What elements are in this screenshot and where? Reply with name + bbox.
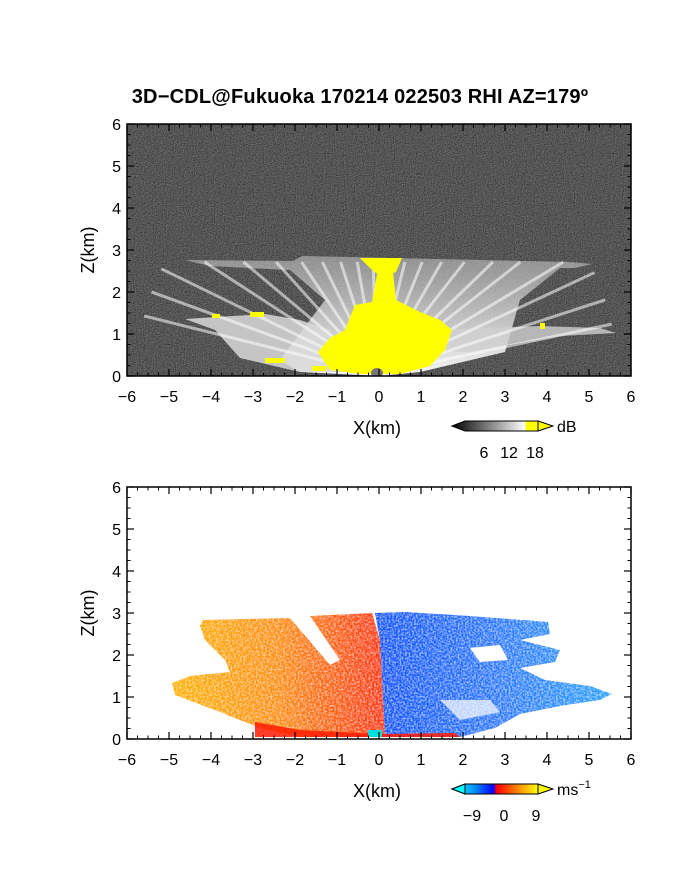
velocity-field [127, 487, 631, 739]
strong-echo-spot [250, 312, 264, 317]
y-tick-label: 6 [112, 117, 121, 134]
y-tick-label: 1 [112, 690, 121, 707]
x-tick-label: 1 [417, 752, 426, 769]
colorbar-unit: dB [557, 419, 577, 436]
x-tick-label: 6 [627, 389, 636, 406]
x-tick-label: 4 [543, 389, 552, 406]
velocity-panel: −6 −5 −4 −3 −2 −1 0 1 2 3 4 5 6 0 1 2 3 4 5 6 X(km) Z(km) m… [78, 480, 636, 825]
y-tick-label: 0 [112, 732, 121, 749]
x-tick-label: −2 [286, 752, 304, 769]
y-tick-label: 3 [112, 243, 121, 260]
y-tick-label: 4 [112, 201, 121, 218]
x-tick-label: 2 [459, 389, 468, 406]
x-tick-label: −6 [118, 389, 136, 406]
colorbar-tick: 18 [526, 445, 544, 462]
y-tick-label: 2 [112, 285, 121, 302]
strong-echo-spots-top [360, 258, 402, 278]
velocity-ticks: −6 −5 −4 −3 −2 −1 0 1 2 3 4 5 6 0 1 2 3 4 5 6 [112, 480, 635, 769]
colorbar-tick: −9 [463, 808, 481, 825]
x-tick-label: 4 [543, 752, 552, 769]
velocity-colorbar: ms−1 −9 0 9 [450, 779, 591, 825]
y-tick-label: 0 [112, 369, 121, 386]
y-tick-label: 5 [112, 159, 121, 176]
velocity-speckle [127, 487, 631, 739]
x-tick-label: 5 [585, 389, 594, 406]
colorbar-tick: 6 [480, 445, 489, 462]
x-tick-label: 0 [375, 389, 384, 406]
strong-echo-spot [540, 323, 545, 329]
x-tick-label: −3 [244, 752, 262, 769]
reflectivity-ticks: −6 −5 −4 −3 −2 −1 0 1 2 3 4 5 6 0 1 2 3 4 5 6 [112, 117, 635, 406]
strong-echo-spot [265, 358, 285, 363]
y-tick-label: 5 [112, 522, 121, 539]
x-tick-label: 0 [375, 752, 384, 769]
x-tick-label: −6 [118, 752, 136, 769]
x-tick-label: 3 [501, 389, 510, 406]
figure-title: 3D−CDL@Fukuoka 170214 022503 RHI AZ=179º [131, 86, 589, 108]
strong-echo-spot [312, 366, 326, 371]
strong-echo-core [318, 258, 452, 374]
x-tick-label: 5 [585, 752, 594, 769]
velocity-ylabel: Z(km) [78, 590, 98, 637]
reflectivity-field [127, 124, 631, 376]
x-tick-label: 2 [459, 752, 468, 769]
x-tick-label: 1 [417, 389, 426, 406]
x-tick-label: −2 [286, 389, 304, 406]
velocity-near-ground-band [255, 722, 460, 737]
x-tick-label: −5 [160, 389, 178, 406]
strong-echo-spot [212, 314, 220, 318]
y-tick-label: 3 [112, 606, 121, 623]
reflectivity-xlabel: X(km) [353, 418, 401, 438]
radar-site-marker [371, 368, 383, 376]
reflectivity-colorbar: dB 6 12 18 [450, 419, 577, 462]
x-tick-label: −4 [202, 389, 220, 406]
colorbar-tick: 9 [532, 808, 541, 825]
x-tick-label: 3 [501, 752, 510, 769]
x-tick-label: −5 [160, 752, 178, 769]
velocity-xlabel: X(km) [353, 781, 401, 801]
y-tick-label: 2 [112, 648, 121, 665]
x-tick-label: −3 [244, 389, 262, 406]
x-tick-label: −1 [328, 752, 346, 769]
y-tick-label: 1 [112, 327, 121, 344]
colorbar-tick: 12 [500, 445, 518, 462]
reflectivity-ylabel: Z(km) [78, 227, 98, 274]
x-tick-label: −4 [202, 752, 220, 769]
x-tick-label: −1 [328, 389, 346, 406]
velocity-site-marker [368, 730, 382, 737]
y-tick-label: 6 [112, 480, 121, 497]
y-tick-label: 4 [112, 564, 121, 581]
colorbar-unit: ms−1 [557, 779, 591, 799]
colorbar-tick: 0 [500, 808, 509, 825]
x-tick-label: 6 [627, 752, 636, 769]
